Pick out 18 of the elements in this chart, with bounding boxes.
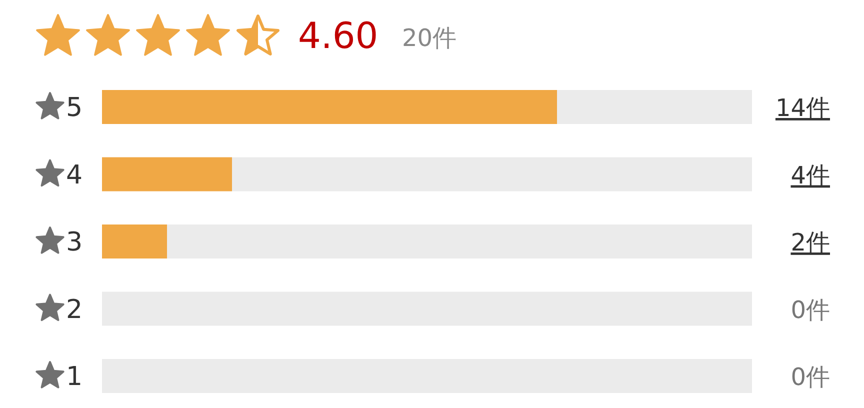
data-label: 2件: [790, 228, 830, 256]
data-label: 4件: [790, 161, 830, 190]
data-label: 0件: [790, 296, 830, 324]
y-tick-label: 2: [66, 294, 83, 325]
bar: [167, 224, 752, 258]
y-tick-label: 5: [66, 93, 83, 123]
y-tick-label: 4: [66, 160, 83, 190]
bar: [102, 90, 557, 124]
bar: [102, 224, 167, 258]
bar: [102, 157, 232, 192]
data-label: 14件: [775, 94, 830, 122]
y-tick-label: 1: [66, 362, 83, 392]
chart-subtitle: 20件: [402, 24, 457, 52]
y-tick-label: 3: [66, 228, 83, 258]
data-label: 0件: [790, 363, 830, 391]
bar: [232, 157, 752, 192]
bar: [557, 90, 752, 124]
chart-title: 4.60: [298, 16, 378, 57]
